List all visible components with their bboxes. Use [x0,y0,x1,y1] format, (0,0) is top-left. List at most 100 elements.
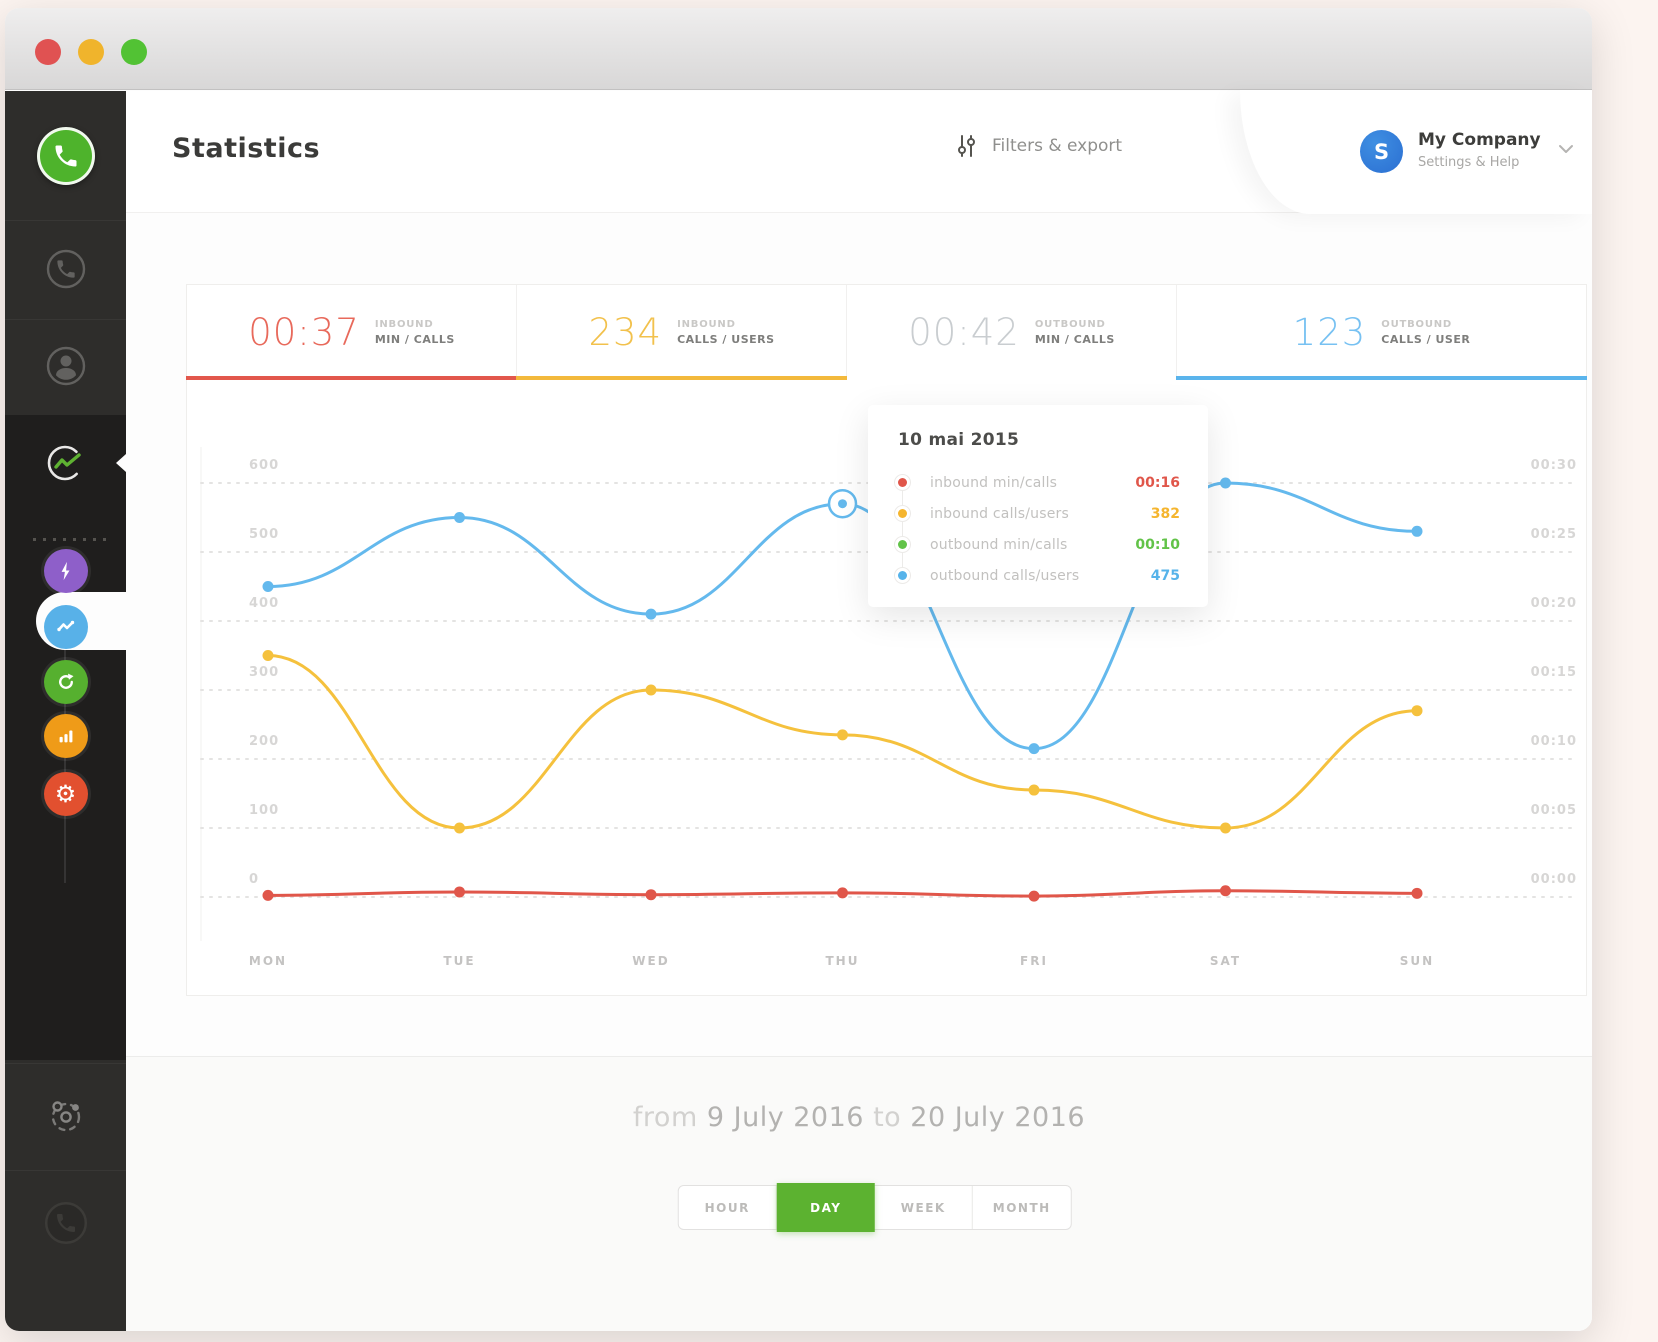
tab-outbound-calls-user[interactable]: 123 OUTBOUND CALLS / USER [1176,285,1587,380]
company-subtitle: Settings & Help [1418,155,1520,170]
tooltip-row: inbound min/calls 00:16 [898,467,1180,498]
stat-label-line1: OUTBOUND [1381,318,1453,330]
sidebar-item-stats-energy[interactable] [5,543,126,599]
zoom-window-button[interactable] [121,39,147,65]
stat-tabs: 00:37 INBOUND MIN / CALLS 234 INBOUND CA… [186,285,1587,380]
sidebar-item-contacts[interactable] [5,338,126,394]
phone-dim-icon [44,1201,87,1245]
svg-text:00:20: 00:20 [1531,596,1577,611]
sidebar-item-stats-refresh[interactable] [5,654,126,710]
stat-labels: OUTBOUND CALLS / USER [1381,319,1470,346]
company-text: My Company Settings & Help [1418,130,1541,170]
svg-text:200: 200 [249,734,279,749]
svg-text:SUN: SUN [1400,954,1434,968]
tab-accent-underline [1176,376,1587,380]
pulse-icon [43,605,88,649]
series-dot-inbound-min [898,478,907,487]
chevron-down-icon[interactable] [1558,143,1574,155]
tab-inbound-min-calls[interactable]: 00:37 INBOUND MIN / CALLS [186,285,517,380]
svg-text:300: 300 [249,665,279,680]
sidebar-item-stats-settings[interactable]: ⚙ [5,766,126,822]
stat-labels: INBOUND CALLS / USERS [677,319,774,346]
hour-button[interactable]: HOUR [679,1186,777,1229]
window-controls [35,39,147,65]
bolt-icon [43,549,88,593]
dotted-divider [33,538,111,541]
app-window: ⚙ Statistics [5,8,1592,1331]
tooltip-row-label: inbound calls/users [930,505,1069,522]
tooltip-row-label: inbound min/calls [930,474,1058,491]
filters-export-button[interactable]: Filters & export [956,134,1122,158]
tooltip-row-value: 475 [1150,567,1180,584]
sidebar-item-logo[interactable] [5,127,126,185]
sidebar: ⚙ [5,91,126,1331]
svg-text:00:25: 00:25 [1531,527,1577,542]
minimize-window-button[interactable] [78,39,104,65]
end-date[interactable]: 20 July 2016 [910,1102,1086,1133]
svg-text:WED: WED [632,954,669,968]
series-dot-inbound-calls [898,509,907,518]
gear-glyph: ⚙ [54,780,77,808]
svg-text:500: 500 [249,527,279,542]
stat-label-line2: CALLS / USER [1381,332,1471,346]
tooltip-date: 10 mai 2015 [898,430,1020,450]
gear-icon: ⚙ [43,772,88,816]
tooltip-row-label: outbound min/calls [930,536,1068,553]
from-label: from [632,1102,698,1133]
stat-value: 123 [1292,310,1367,354]
series-dot-outbound-calls [898,571,907,580]
hub-icon [51,1101,80,1132]
series-dot-outbound-min [898,540,907,549]
sidebar-divider [5,1063,126,1064]
svg-text:FRI: FRI [1020,954,1048,968]
range-segmented-control: HOUR DAY WEEK MONTH [677,1183,1072,1232]
week-button[interactable]: WEEK [875,1186,973,1229]
stat-label-line2: MIN / CALLS [1034,332,1115,346]
to-label: to [873,1102,902,1133]
sidebar-item-stats-reports[interactable] [5,708,126,764]
stat-value: 00:42 [908,310,1020,354]
sidebar-item-stats-activity[interactable] [5,599,126,655]
sidebar-divider [5,1170,126,1171]
bar-chart-icon [43,714,88,758]
tooltip-row: outbound calls/users 475 [898,560,1180,591]
sidebar-item-integrations[interactable] [5,1088,126,1144]
svg-text:THU: THU [826,954,860,968]
close-window-button[interactable] [35,39,61,65]
tooltip-rows: inbound min/calls 00:16 inbound calls/us… [898,467,1180,591]
sidebar-item-calls[interactable] [5,241,126,297]
svg-text:MON: MON [249,954,287,968]
tooltip-connector-line [902,475,903,573]
month-button[interactable]: MONTH [992,1200,1051,1215]
stat-value: 00:37 [248,310,360,354]
stat-label-line2: CALLS / USERS [677,332,775,346]
refresh-icon [43,660,88,704]
sidebar-divider [5,319,126,320]
active-section-notch [116,454,126,472]
sidebar-divider [5,220,126,221]
filters-export-label: Filters & export [992,136,1123,156]
company-name: My Company [1418,130,1541,150]
footer: from 9 July 2016 to 20 July 2016 HOUR DA… [126,1056,1592,1331]
stat-labels: OUTBOUND MIN / CALLS [1035,319,1115,346]
stat-value: 234 [588,310,663,354]
tooltip-row-value: 00:16 [1135,474,1180,491]
svg-text:400: 400 [249,596,279,611]
tab-accent-underline [186,376,517,380]
day-button[interactable]: DAY [776,1183,875,1232]
tooltip-row: inbound calls/users 382 [898,498,1180,529]
window-titlebar [5,8,1592,90]
main-content: Statistics Filters & export S My Company… [126,90,1592,1331]
user-icon [46,346,85,386]
svg-text:00:10: 00:10 [1531,734,1577,749]
svg-text:00:30: 00:30 [1531,458,1577,473]
tab-inbound-calls-users[interactable]: 234 INBOUND CALLS / USERS [516,285,847,380]
start-date[interactable]: 9 July 2016 [706,1102,864,1133]
sliders-icon [958,135,975,157]
sidebar-item-calls-history[interactable] [5,1195,126,1251]
company-menu[interactable]: S My Company Settings & Help [1240,90,1592,214]
tab-outbound-min-calls[interactable]: 00:42 OUTBOUND MIN / CALLS [847,285,1177,379]
chart-tooltip: 10 mai 2015 inbound min/calls 00:16 inbo… [868,405,1208,607]
svg-text:00:15: 00:15 [1531,665,1577,680]
sidebar-item-statistics[interactable] [5,435,126,491]
